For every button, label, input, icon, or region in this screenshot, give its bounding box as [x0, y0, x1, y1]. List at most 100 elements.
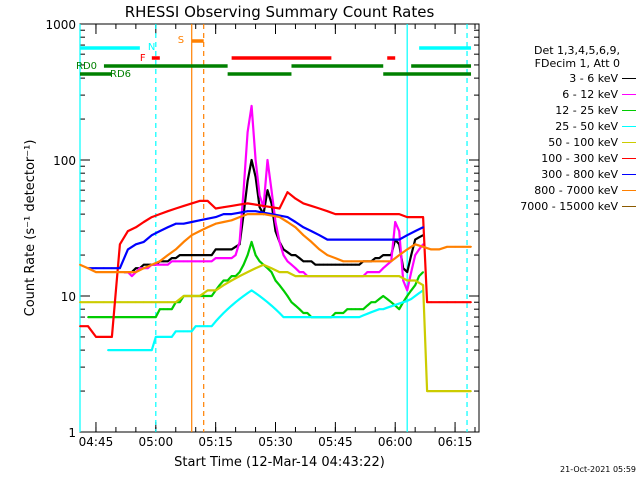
series-point: [210, 325, 213, 328]
legend: Det 1,3,4,5,6,9, FDecim 1, Att 0 3 - 6 k…: [482, 44, 638, 214]
series-point: [242, 263, 245, 266]
series-point: [186, 260, 189, 263]
series-point: [127, 248, 129, 251]
series-point: [342, 275, 345, 277]
series-point: [278, 284, 281, 287]
series-point: [234, 245, 237, 248]
series-point: [310, 230, 313, 233]
series-point: [166, 226, 169, 229]
series-point: [294, 316, 297, 318]
series-point: [298, 316, 301, 318]
series-point: [238, 203, 241, 206]
series-point: [154, 316, 157, 318]
series-point: [374, 260, 377, 263]
series-point: [194, 254, 197, 256]
series-point: [390, 305, 393, 308]
series-point: [246, 202, 249, 205]
series-point: [282, 289, 285, 292]
series-line: [123, 104, 424, 292]
legend-label: 300 - 800 keV: [541, 167, 618, 181]
series-point: [354, 308, 357, 311]
series-point: [135, 316, 137, 318]
series-point: [222, 248, 225, 251]
series-point: [166, 210, 169, 213]
series-point: [202, 325, 205, 328]
series-point: [366, 312, 369, 315]
series-point: [462, 390, 464, 392]
series-point: [398, 254, 401, 256]
series-point: [87, 316, 89, 318]
series-point: [79, 263, 81, 266]
legend-swatch: [622, 205, 636, 207]
series-point: [306, 260, 309, 263]
series-point: [350, 316, 353, 318]
series-point: [202, 260, 205, 263]
series-point: [366, 260, 369, 263]
series-point: [370, 271, 373, 273]
series-point: [230, 275, 233, 277]
series-point: [406, 300, 409, 302]
series-point: [446, 390, 448, 392]
series-point: [119, 301, 121, 304]
series-point: [138, 349, 141, 351]
series-point: [430, 248, 432, 251]
series-point: [234, 254, 237, 256]
series-point: [454, 390, 456, 392]
series-point: [282, 254, 285, 256]
series-point: [230, 257, 233, 259]
series-point: [410, 271, 413, 273]
series-point: [346, 308, 349, 311]
series-point: [310, 316, 313, 318]
series-point: [374, 238, 377, 241]
series-point: [354, 263, 357, 266]
series-point: [266, 159, 269, 161]
series-point: [406, 216, 409, 219]
series-point: [154, 336, 157, 338]
series-point: [310, 205, 313, 207]
series-point: [410, 254, 413, 256]
series-point: [87, 301, 89, 304]
series-point: [286, 271, 289, 273]
series-point: [142, 241, 145, 243]
series-point: [158, 308, 161, 311]
series-point: [374, 257, 377, 259]
series-point: [254, 292, 257, 294]
series-point: [278, 241, 281, 243]
series-point: [166, 336, 169, 338]
series-point: [246, 213, 249, 216]
series-point: [366, 271, 369, 273]
series-point: [166, 260, 169, 263]
legend-item: 3 - 6 keV: [482, 70, 638, 86]
series-point: [322, 316, 325, 318]
series-point: [406, 289, 409, 292]
series-point: [206, 295, 209, 297]
legend-label: 3 - 6 keV: [569, 71, 618, 85]
series-point: [198, 230, 201, 233]
series-point: [302, 202, 305, 205]
series-point: [158, 213, 161, 216]
x-tick-label: 06:15: [438, 435, 473, 449]
series-point: [270, 267, 273, 270]
series-point: [119, 271, 121, 273]
series-point: [318, 207, 321, 210]
series-point: [158, 263, 161, 266]
series-point: [318, 316, 321, 318]
series-point: [142, 263, 145, 266]
series-point: [206, 254, 209, 256]
series-point: [242, 295, 245, 297]
series-point: [302, 316, 305, 318]
series-point: [366, 304, 369, 307]
series-point: [103, 271, 105, 273]
series-point: [190, 234, 193, 237]
series-point: [135, 267, 137, 270]
legend-item: 25 - 50 keV: [482, 118, 638, 134]
series-point: [302, 275, 305, 277]
series-point: [406, 248, 409, 251]
series-point: [454, 301, 456, 304]
x-axis-label: Start Time (12-Mar-14 04:43:22): [174, 455, 385, 470]
series-point: [334, 312, 337, 314]
series-point: [123, 316, 125, 318]
series-point: [230, 219, 233, 222]
series-point: [226, 308, 229, 311]
series-point: [258, 206, 261, 209]
